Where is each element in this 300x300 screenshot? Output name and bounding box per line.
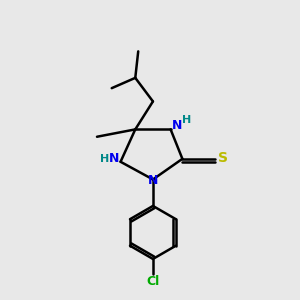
- Text: S: S: [218, 151, 228, 165]
- Text: N: N: [172, 119, 182, 132]
- Text: H: H: [100, 154, 110, 164]
- Text: N: N: [109, 152, 119, 165]
- Text: H: H: [182, 115, 191, 125]
- Text: N: N: [148, 174, 158, 188]
- Text: Cl: Cl: [146, 275, 160, 288]
